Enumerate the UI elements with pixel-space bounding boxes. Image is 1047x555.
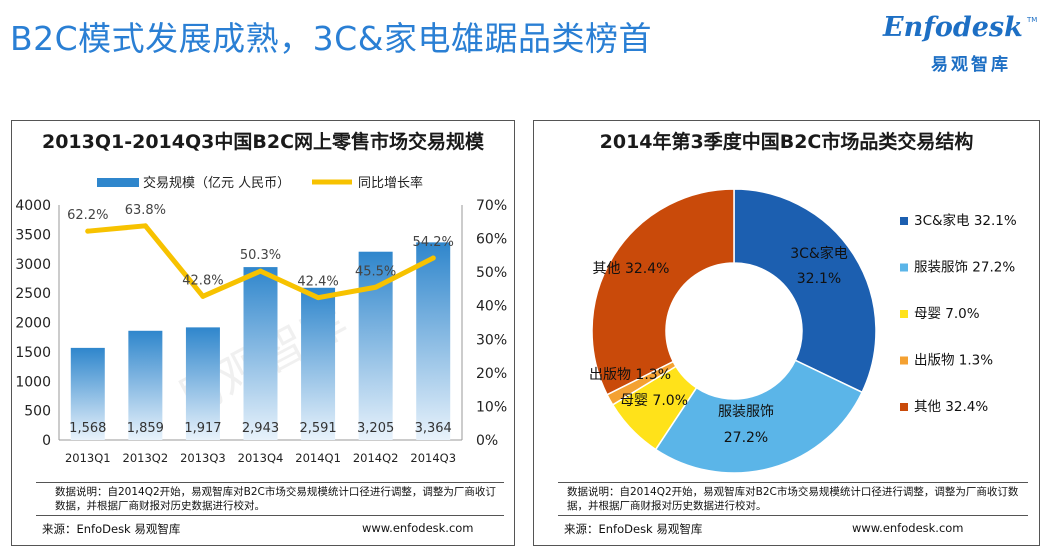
bar (416, 242, 451, 440)
slice-label: 母婴 7.0% (620, 393, 688, 409)
bar-value-label: 1,917 (184, 421, 221, 436)
x-tick-label: 2013Q1 (65, 451, 111, 465)
data-note: 数据说明：自2014Q2开始，易观智库对B2C市场交易规模统计口径进行调整，调整… (55, 486, 496, 512)
x-tick-label: 2014Q1 (295, 451, 341, 465)
legend-swatch (900, 356, 908, 365)
bar-line-chart: 易观智库050010001500200025003000350040000%10… (15, 175, 507, 465)
legend-label: 出版物 1.3% (914, 353, 993, 369)
legend-swatch (900, 217, 908, 225)
enfodesk-logo: Enfodesk TM 易观智库 (883, 10, 1037, 76)
y-right-tick-label: 60% (476, 232, 507, 248)
line-point (315, 295, 321, 301)
y-right-tick-label: 40% (476, 299, 507, 315)
y-left-tick-label: 1000 (15, 374, 51, 390)
source-text: 来源：EnfoDesk 易观智库 (42, 522, 181, 536)
line-value-label: 50.3% (240, 248, 281, 263)
x-tick-label: 2013Q4 (238, 451, 284, 465)
line-point (373, 284, 379, 290)
legend-label: 母婴 7.0% (914, 306, 980, 322)
bar (243, 267, 278, 440)
legend-swatch (900, 310, 908, 318)
y-right-tick-label: 20% (476, 366, 507, 382)
legend-swatch-bar (97, 178, 139, 187)
line-point (85, 228, 91, 234)
line-value-label: 42.8% (182, 273, 223, 288)
line-value-label: 54.2% (413, 235, 454, 250)
y-right-tick-label: 50% (476, 265, 507, 281)
legend-swatch (900, 263, 908, 272)
y-left-tick-label: 2500 (15, 286, 51, 302)
logo-trademark: TM (1027, 16, 1038, 24)
source-text: 来源：EnfoDesk 易观智库 (564, 522, 703, 536)
bar-value-label: 1,568 (69, 421, 106, 436)
y-left-tick-label: 3000 (15, 257, 51, 273)
divider (36, 515, 504, 516)
source-url[interactable]: www.enfodesk.com (362, 521, 474, 535)
y-right-tick-label: 0% (476, 433, 498, 449)
divider (558, 515, 1028, 516)
slice-label-name: 3C&家电 (790, 245, 848, 262)
donut-chart: 3C&家电 32.1% 服装服饰 27.2% 母婴 7.0% 出版物 1.3% 其他 32.… (589, 188, 1017, 474)
x-tick-label: 2013Q3 (180, 451, 226, 465)
y-right-tick-label: 30% (476, 332, 507, 348)
line-point (258, 268, 263, 274)
x-tick-label: 2014Q3 (410, 451, 456, 465)
bar-chart-title: 2013Q1-2014Q3中国B2C网上零售市场交易规模 (41, 131, 485, 153)
donut-slice (733, 188, 877, 394)
bar (128, 330, 163, 440)
y-left-tick-label: 3500 (15, 227, 51, 243)
y-left-tick-label: 4000 (15, 198, 51, 214)
y-left-tick-label: 500 (24, 404, 51, 420)
slice-label-name: 服装服饰 (718, 404, 774, 420)
legend-label: 其他 32.4% (914, 399, 988, 415)
x-tick-label: 2013Q2 (123, 451, 169, 465)
line-point (142, 223, 148, 229)
x-tick-label: 2014Q2 (353, 451, 399, 465)
donut-slice (654, 359, 864, 474)
bar (301, 287, 336, 440)
logo-wordmark: Enfodesk (883, 12, 1023, 43)
line-point (430, 255, 436, 261)
line-value-label: 42.4% (297, 275, 338, 290)
source-url[interactable]: www.enfodesk.com (852, 521, 964, 535)
legend-label: 服装服饰 27.2% (914, 260, 1015, 276)
legend-swatch (900, 403, 908, 411)
y-left-tick-label: 0 (42, 433, 51, 449)
line-value-label: 45.5% (355, 264, 396, 279)
legend-label-line: 同比增长率 (358, 175, 423, 191)
donut-slice (591, 188, 735, 396)
logo-subtitle: 易观智库 (931, 55, 1011, 75)
slice-label-value: 32.1% (797, 271, 841, 287)
bar (70, 347, 105, 440)
donut-chart-panel: 2014年第3季度中国B2C市场品类交易结构 3C&家电 32.1% 服装服饰 27.… (533, 120, 1040, 546)
line-point (200, 293, 206, 299)
legend-label: 3C&家电 32.1% (914, 212, 1017, 229)
slice-label-value: 27.2% (724, 430, 768, 446)
y-right-tick-label: 70% (476, 198, 507, 214)
page-title: B2C模式发展成熟，3C&家电雄踞品类榜首 (10, 19, 652, 58)
divider (558, 482, 1028, 483)
bar-line-chart-panel: 2013Q1-2014Q3中国B2C网上零售市场交易规模 易观智库0500100… (11, 120, 515, 546)
bar-value-label: 2,943 (242, 421, 279, 436)
bar-value-label: 2,591 (299, 421, 336, 436)
y-left-tick-label: 1500 (15, 345, 51, 361)
line-value-label: 63.8% (125, 203, 166, 218)
slice-label: 出版物 1.3% (589, 367, 671, 383)
bar-value-label: 3,364 (415, 421, 452, 436)
y-left-tick-label: 2000 (15, 316, 51, 332)
bar (185, 327, 220, 440)
donut-chart-title: 2014年第3季度中国B2C市场品类交易结构 (599, 131, 974, 153)
y-right-tick-label: 10% (476, 399, 507, 415)
data-note: 数据说明：自2014Q2开始，易观智库对B2C市场交易规模统计口径进行调整，调整… (567, 486, 1019, 512)
bar-value-label: 3,205 (357, 421, 394, 436)
bar-value-label: 1,859 (127, 421, 164, 436)
slice-label: 其他 32.4% (593, 261, 670, 277)
line-value-label: 62.2% (67, 208, 108, 223)
legend-label-bar: 交易规模（亿元 人民币） (143, 175, 290, 191)
divider (36, 482, 504, 483)
